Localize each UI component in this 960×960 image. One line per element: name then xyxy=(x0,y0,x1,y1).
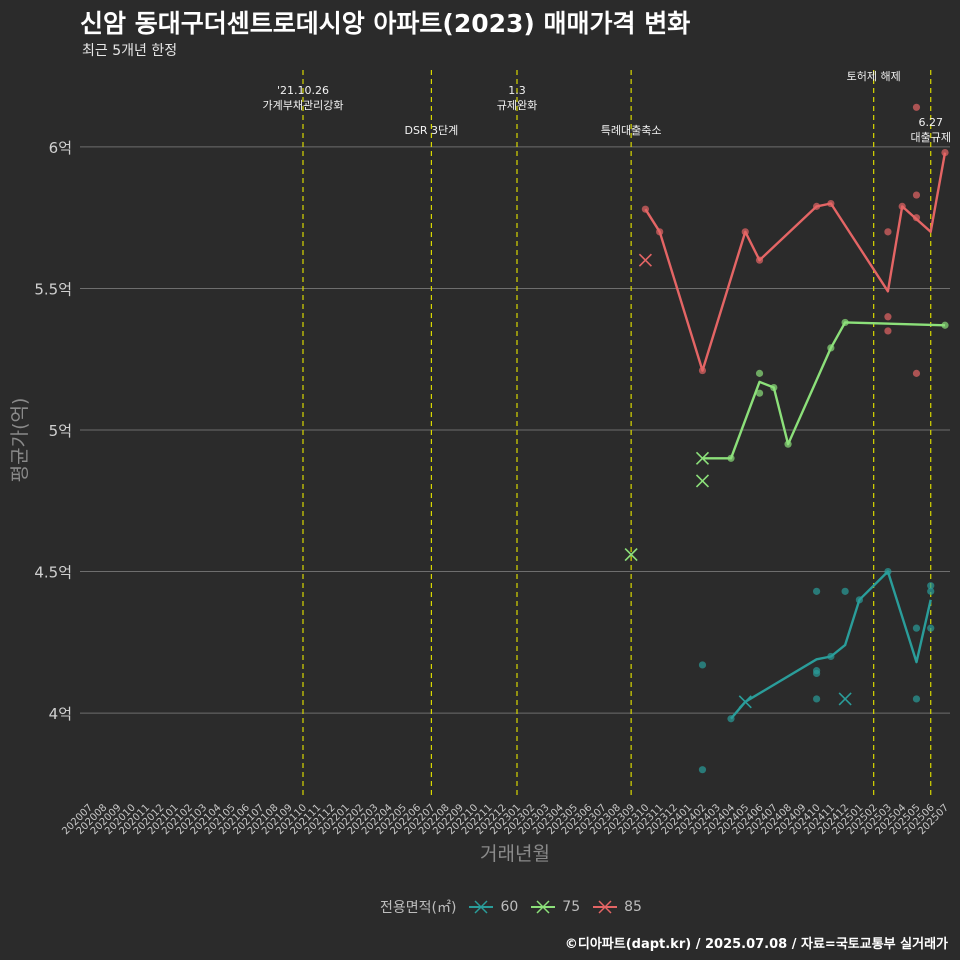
legend-item-75: 75 xyxy=(530,899,580,915)
axis-layer: 4억4.5억5억5.5억6억20200720200820200920201020… xyxy=(34,139,951,837)
data-point-75 xyxy=(770,383,778,392)
legend-title: 전용면적(㎡) xyxy=(380,900,457,916)
cross-marker-85 xyxy=(638,253,652,267)
event-label: 1.3 xyxy=(508,84,526,97)
legend-label-85: 85 xyxy=(624,899,642,915)
grid-layer xyxy=(80,146,950,714)
data-point-60 xyxy=(855,596,864,604)
event-label: 토허제 해제 xyxy=(847,69,901,83)
legend-key-85-icon xyxy=(592,899,618,915)
data-point-75 xyxy=(755,389,764,397)
data-point-85 xyxy=(884,327,892,335)
legend: 전용면적(㎡) 60 75 85 xyxy=(380,897,642,917)
data-point-85 xyxy=(912,214,921,222)
cross-marker-60 xyxy=(838,692,852,706)
data-point-85 xyxy=(912,191,921,199)
data-point-60 xyxy=(827,652,835,661)
data-point-60 xyxy=(912,695,921,703)
cross-stroke xyxy=(738,695,752,709)
data-point-85 xyxy=(656,228,664,236)
data-point-85 xyxy=(827,199,835,208)
y-axis-label: 평균가(억) xyxy=(9,398,31,483)
series-line-60 xyxy=(730,570,932,720)
cross-marker-75 xyxy=(695,474,710,488)
y-tick-label: 5억 xyxy=(49,422,72,440)
x-axis-label: 거래년월 xyxy=(480,843,550,865)
data-point-85 xyxy=(884,228,892,236)
series-line-85 xyxy=(644,152,947,372)
data-point-85 xyxy=(912,103,921,111)
cross-marker-60 xyxy=(738,695,752,709)
legend-label-60: 60 xyxy=(500,899,519,915)
data-point-85 xyxy=(884,313,892,321)
legend-key-75-icon xyxy=(530,899,556,915)
data-point-60 xyxy=(727,715,735,723)
data-point-75 xyxy=(755,369,764,377)
data-point-85 xyxy=(698,366,707,375)
data-point-60 xyxy=(698,766,707,774)
data-point-75 xyxy=(941,321,949,329)
chart-subtitle: 최근 5개년 한정 xyxy=(82,43,178,59)
data-point-60 xyxy=(884,567,892,576)
data-point-60 xyxy=(927,582,935,590)
event-label: 규제완화 xyxy=(497,99,537,112)
data-point-85 xyxy=(641,205,650,213)
legend-label-75: 75 xyxy=(562,899,581,915)
data-point-75 xyxy=(727,454,735,462)
series-75 xyxy=(624,318,949,562)
series-layer xyxy=(624,103,949,774)
data-point-60 xyxy=(841,587,849,595)
data-point-60 xyxy=(912,624,921,632)
event-label: '21.10.26 xyxy=(277,84,329,97)
cross-marker-75 xyxy=(624,547,638,562)
cross-stroke xyxy=(838,692,852,706)
y-tick-label: 6억 xyxy=(49,139,72,157)
data-point-60 xyxy=(698,661,707,669)
data-point-60 xyxy=(813,669,821,678)
data-point-85 xyxy=(941,148,949,157)
event-label: 특례대출축소 xyxy=(601,124,662,137)
chart-title: 신암 동대구더센트로데시앙 아파트(2023) 매매가격 변화 xyxy=(80,9,691,38)
data-point-85 xyxy=(741,228,749,236)
legend-item-60: 60 xyxy=(468,899,518,915)
cross-marker-75 xyxy=(695,451,710,465)
data-point-75 xyxy=(841,318,849,327)
data-point-60 xyxy=(927,587,935,595)
series-line-75 xyxy=(702,321,946,460)
cross-stroke xyxy=(624,547,638,562)
data-point-75 xyxy=(827,344,835,352)
legend-key-60-icon xyxy=(468,899,494,915)
data-point-85 xyxy=(813,202,821,210)
y-tick-label: 5.5억 xyxy=(34,280,72,298)
cross-stroke xyxy=(695,474,710,488)
source-footer: ©디아파트(dapt.kr) / 2025.07.08 / 자료=국토교통부 실… xyxy=(564,937,948,952)
data-point-60 xyxy=(927,624,935,632)
event-label: 가계부채관리강화 xyxy=(263,99,344,112)
y-tick-label: 4.5억 xyxy=(34,564,72,582)
data-point-85 xyxy=(898,202,906,210)
legend-item-85: 85 xyxy=(592,899,642,915)
data-point-60 xyxy=(813,587,821,595)
data-point-60 xyxy=(813,695,821,703)
event-label: DSR 3단계 xyxy=(404,124,458,137)
data-point-85 xyxy=(912,369,921,377)
data-point-85 xyxy=(755,256,764,264)
cross-stroke xyxy=(695,451,710,465)
cross-stroke xyxy=(638,253,652,267)
series-85 xyxy=(638,103,949,377)
event-label: 6.27 xyxy=(918,116,943,129)
data-point-75 xyxy=(784,440,792,448)
y-tick-label: 4억 xyxy=(49,705,72,723)
series-60 xyxy=(698,567,935,774)
event-label: 대출규제 xyxy=(910,131,950,144)
